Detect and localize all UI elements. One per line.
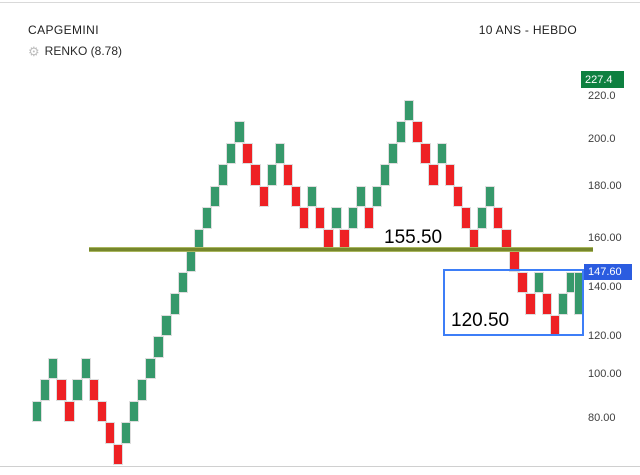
- renko-brick-down: [525, 293, 536, 315]
- bottom-divider: [0, 466, 640, 467]
- price-tick: 160.00: [588, 232, 622, 244]
- renko-brick-up: [371, 185, 383, 207]
- top-divider: [0, 2, 640, 3]
- renko-brick-up: [274, 142, 285, 164]
- price-tick: 200.0: [588, 133, 616, 145]
- price-tick: 80.00: [588, 412, 616, 424]
- renko-brick-up: [209, 185, 221, 207]
- renko-brick-down: [315, 207, 326, 229]
- renko-brick-up: [153, 336, 164, 358]
- renko-brick-up: [266, 164, 277, 186]
- renko-brick-up: [129, 400, 140, 422]
- renko-brick-up: [80, 357, 91, 379]
- price-tick: 100.00: [588, 368, 622, 380]
- renko-brick-up: [234, 121, 245, 143]
- indicator-row: ⚙ RENKO (8.78): [28, 44, 122, 58]
- renko-brick-down: [282, 164, 294, 186]
- price-tick: 140.00: [588, 281, 622, 293]
- resistance-line[interactable]: [89, 247, 593, 252]
- indicator-label[interactable]: RENKO (8.78): [44, 44, 123, 58]
- renko-brick-down: [412, 121, 423, 143]
- renko-brick-up: [404, 99, 415, 121]
- gear-icon[interactable]: ⚙: [28, 43, 40, 59]
- price-tick: 120.00: [588, 330, 622, 342]
- renko-brick-up: [161, 314, 172, 336]
- symbol-title: CAPGEMINI: [28, 23, 99, 37]
- renko-brick-up: [387, 142, 399, 164]
- renko-brick-down: [96, 400, 108, 422]
- renko-brick-down: [444, 164, 455, 186]
- renko-brick-up: [32, 400, 43, 422]
- renko-brick-down: [290, 185, 302, 207]
- renko-brick-up: [379, 164, 391, 186]
- low-box-label[interactable]: 120.50: [451, 310, 510, 331]
- renko-brick-up: [396, 121, 407, 143]
- renko-brick-down: [88, 379, 99, 401]
- resistance-line-label[interactable]: 155.50: [384, 227, 443, 248]
- renko-brick-down: [56, 379, 67, 401]
- renko-brick-up: [355, 185, 366, 207]
- renko-brick-down: [298, 207, 310, 229]
- renko-brick-up: [40, 379, 51, 401]
- renko-brick-down: [460, 207, 472, 229]
- renko-brick-up: [226, 142, 237, 164]
- renko-brick-down: [420, 142, 431, 164]
- last-price-badge: 147.60: [584, 264, 632, 280]
- renko-brick-up: [331, 207, 342, 229]
- renko-brick-down: [517, 271, 528, 293]
- high-price-badge: 227.4: [581, 71, 624, 88]
- low-highlight-box[interactable]: [443, 269, 584, 336]
- renko-brick-down: [428, 164, 439, 186]
- renko-brick-down: [452, 185, 463, 207]
- renko-brick-up: [201, 207, 213, 229]
- renko-brick-down: [258, 185, 269, 207]
- renko-brick-up: [218, 164, 229, 186]
- renko-brick-up: [48, 357, 59, 379]
- renko-brick-up: [137, 379, 148, 401]
- renko-brick-down: [363, 207, 374, 229]
- price-tick: 220.0: [588, 90, 616, 102]
- renko-brick-up: [533, 271, 544, 293]
- renko-brick-up: [307, 185, 318, 207]
- renko-brick-down: [112, 443, 124, 465]
- renko-brick-up: [177, 271, 188, 293]
- renko-brick-up: [120, 422, 132, 444]
- renko-brick-up: [169, 293, 180, 315]
- renko-brick-up: [485, 185, 496, 207]
- renko-brick-up: [145, 357, 156, 379]
- renko-brick-up: [436, 142, 447, 164]
- renko-brick-up: [72, 379, 83, 401]
- renko-brick-up: [557, 293, 569, 315]
- renko-brick-down: [493, 207, 504, 229]
- timeframe-label: 10 ANS - HEBDO: [478, 23, 577, 37]
- price-tick: 180.00: [588, 180, 622, 192]
- renko-brick-up: [185, 250, 196, 272]
- renko-brick-up: [347, 207, 358, 229]
- renko-brick-down: [242, 142, 253, 164]
- renko-brick-down: [541, 293, 552, 315]
- renko-brick-down: [250, 164, 261, 186]
- renko-brick-up: [476, 207, 488, 229]
- renko-brick-down: [104, 422, 116, 444]
- renko-brick-down: [64, 400, 75, 422]
